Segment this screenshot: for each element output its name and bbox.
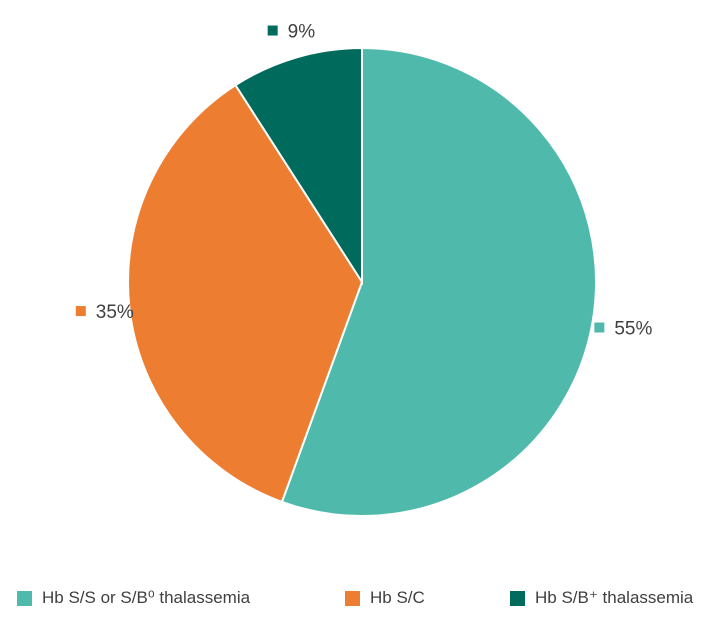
- data-label-text-hb-sc: 35%: [96, 302, 134, 323]
- legend-swatch-hb-ss: [17, 590, 32, 606]
- pie-data-labels: 55% 35% 9%: [75, 22, 652, 340]
- legend-label-hb-ss: Hb S/S or S/B⁰ thalassemia: [42, 588, 251, 607]
- data-label-text-hb-sb-plus: 9%: [288, 22, 316, 43]
- pie-slice-hb-ss: [280, 46, 597, 517]
- data-label-text-hb-ss: 55%: [614, 319, 652, 340]
- chart-legend: Hb S/S or S/B⁰ thalassemia Hb S/C Hb S/B…: [0, 588, 717, 614]
- legend-item-hb-ss: Hb S/S or S/B⁰ thalassemia: [17, 588, 250, 608]
- pie-slice-hb-sc: [127, 83, 364, 504]
- legend-item-hb-sc: Hb S/C: [345, 588, 425, 608]
- pie-slices: [127, 46, 597, 517]
- data-label-hb-ss: 55%: [594, 319, 652, 340]
- legend-swatch-hb-sc: [345, 590, 360, 606]
- data-label-marker-hb-sb-plus: [267, 25, 278, 36]
- data-label-hb-sb-plus: 9%: [267, 22, 316, 43]
- data-label-marker-hb-sc: [75, 306, 86, 317]
- legend-item-hb-sb-plus: Hb S/B⁺ thalassemia: [510, 588, 693, 608]
- data-label-marker-hb-ss: [594, 322, 605, 333]
- pie-slice-hb-sb-plus: [234, 46, 363, 286]
- legend-swatch-hb-sb-plus: [510, 590, 525, 606]
- data-label-hb-sc: 35%: [75, 302, 134, 323]
- legend-label-hb-sb-plus: Hb S/B⁺ thalassemia: [535, 588, 694, 607]
- legend-label-hb-sc: Hb S/C: [370, 588, 425, 607]
